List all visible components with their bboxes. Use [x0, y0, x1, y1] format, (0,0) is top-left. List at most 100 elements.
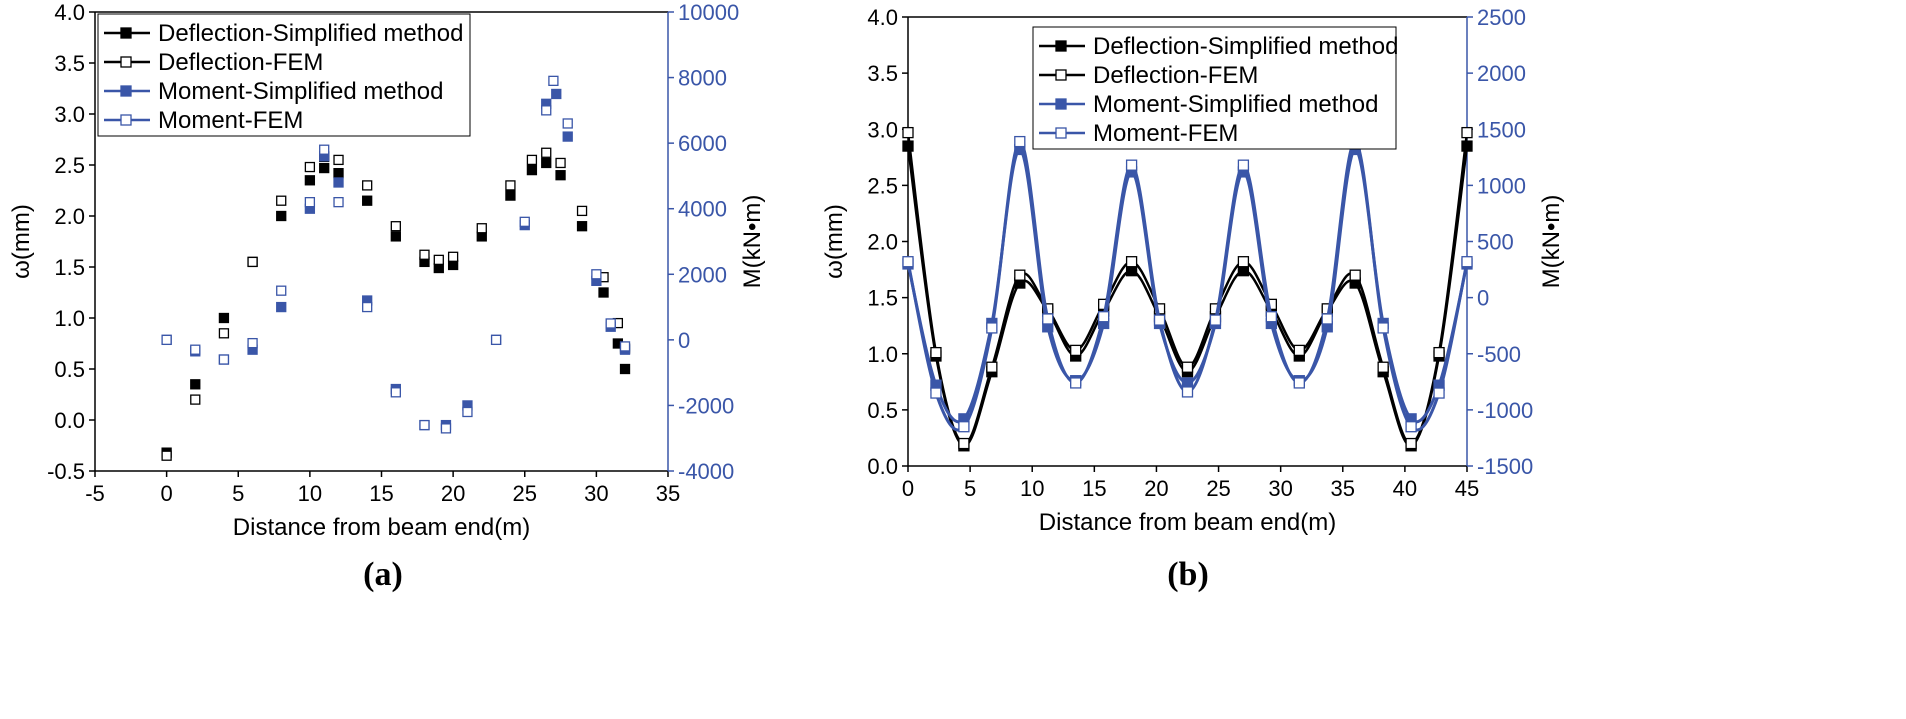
legend-entry: Deflection-Simplified method: [158, 20, 463, 47]
legend-box: [97, 13, 471, 137]
legend-swatch-marker: [120, 27, 132, 39]
data-point: [958, 421, 970, 433]
data-point: [598, 287, 609, 298]
x-tick-label: 35: [656, 481, 680, 506]
data-point: [958, 437, 970, 450]
data-point: [1014, 269, 1026, 281]
y-tick-label: 1.0: [54, 306, 85, 331]
y-tick-label: 0.0: [54, 408, 85, 433]
y-axis-label: ω(mm): [8, 204, 35, 279]
data-point: [505, 180, 516, 191]
data-point: [526, 164, 538, 176]
data-point: [576, 221, 588, 232]
data-point: [1433, 346, 1445, 359]
y2-tick-label: 0: [1477, 286, 1489, 311]
data-point: [319, 162, 330, 174]
y2-tick-label: -500: [1477, 342, 1521, 367]
y2-tick-label: 2500: [1477, 5, 1526, 30]
y2-tick-label: 8000: [678, 66, 727, 91]
x-axis-label: Distance from beam end(m): [1039, 509, 1336, 536]
legend-entry: Moment-Simplified method: [1093, 91, 1378, 118]
series-moment-fem: [902, 135, 1473, 433]
x-tick-label: 10: [298, 481, 322, 506]
series-moment-simplified-method: [161, 88, 631, 431]
data-point: [562, 131, 573, 142]
data-point: [986, 361, 998, 373]
data-point: [1321, 313, 1333, 325]
x-tick-label: 25: [1206, 476, 1230, 501]
x-tick-label: 0: [902, 476, 914, 501]
y-tick-label: 3.5: [867, 61, 898, 86]
data-point: [526, 154, 538, 166]
y2-tick-label: 6000: [678, 131, 727, 156]
data-point: [1070, 377, 1082, 389]
data-point: [551, 88, 562, 100]
series-deflection-fem: [161, 147, 631, 461]
data-point: [433, 254, 444, 266]
data-point: [390, 387, 401, 398]
x-axis-label: Distance from beam end(m): [233, 514, 530, 541]
data-point: [591, 269, 602, 280]
data-point: [419, 249, 430, 260]
data-point: [190, 344, 201, 355]
data-point: [541, 157, 552, 169]
data-point: [1153, 314, 1166, 326]
data-point: [476, 223, 487, 234]
data-point: [276, 301, 287, 313]
data-point: [1349, 269, 1361, 281]
y-tick-label: 4.0: [54, 0, 85, 25]
data-point: [490, 334, 502, 346]
legend-entry: Deflection-Simplified method: [1093, 33, 1398, 60]
data-point: [986, 322, 998, 334]
series-line: [906, 145, 1469, 448]
data-point: [1181, 361, 1194, 373]
y2-tick-label: 1000: [1477, 173, 1526, 198]
x-tick-label: 15: [369, 481, 393, 506]
data-point: [1433, 387, 1445, 399]
series-moment-fem: [161, 75, 631, 434]
data-point: [1070, 344, 1082, 357]
legend-box: [1032, 26, 1397, 150]
y2-tick-label: -1000: [1477, 398, 1533, 423]
data-point: [276, 195, 287, 206]
legend-entry: Moment-Simplified method: [158, 78, 443, 105]
y-tick-label: 2.0: [867, 230, 898, 255]
data-point: [362, 180, 373, 191]
y-tick-label: 1.5: [54, 255, 85, 280]
legend-swatch-marker: [120, 114, 132, 126]
panel-label: (a): [363, 556, 403, 593]
legend-entry: Moment-FEM: [158, 107, 303, 134]
y2-axis-label: M(kN•m): [1538, 195, 1565, 289]
legend-swatch-marker: [1055, 40, 1067, 52]
data-point: [1293, 377, 1305, 389]
y2-tick-label: 0: [678, 328, 690, 353]
y2-tick-label: 1500: [1477, 117, 1526, 142]
y-tick-label: 2.5: [54, 153, 85, 178]
data-point: [1014, 135, 1026, 148]
x-tick-label: 5: [232, 481, 244, 506]
data-point: [390, 231, 401, 242]
data-point: [555, 157, 566, 169]
data-point: [304, 197, 316, 208]
legend: Deflection-Simplified methodDeflection-F…: [97, 13, 471, 137]
data-point: [161, 334, 172, 346]
legend-swatch-marker: [1055, 98, 1067, 110]
data-point: [247, 256, 258, 268]
y2-tick-label: 2000: [1477, 61, 1526, 86]
y2-tick-label: 10000: [678, 0, 739, 25]
data-point: [548, 75, 559, 86]
x-tick-label: 0: [161, 481, 173, 506]
data-point: [218, 328, 230, 339]
x-tick-label: 10: [1020, 476, 1044, 501]
legend-entry: Deflection-FEM: [158, 49, 323, 76]
data-point: [247, 337, 258, 349]
data-point: [902, 256, 914, 268]
y-tick-label: 1.0: [867, 342, 898, 367]
legend-swatch-marker: [1055, 127, 1067, 139]
legend-swatch-marker: [120, 56, 132, 68]
y-tick-label: 2.0: [54, 204, 85, 229]
series-deflection-simplified-method: [902, 140, 1473, 452]
data-point: [902, 126, 914, 139]
x-tick-label: 40: [1393, 476, 1417, 501]
data-point: [1377, 322, 1389, 334]
